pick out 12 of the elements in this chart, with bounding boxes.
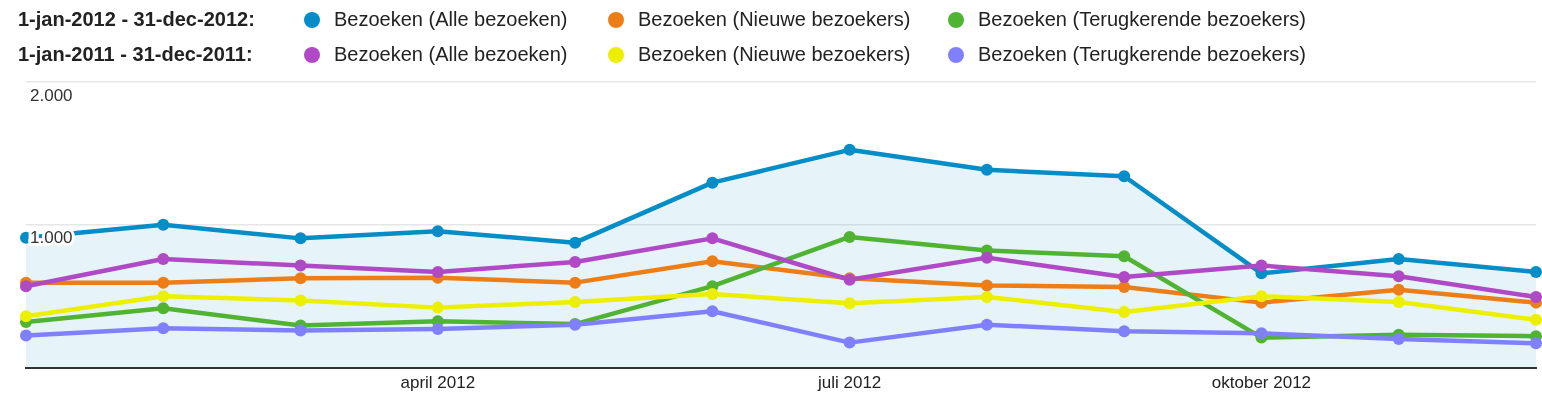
- x-tick-label: april 2012: [400, 373, 476, 393]
- legend-label: Bezoeken (Terugkerende bezoekers): [978, 43, 1306, 66]
- legend-label: Bezoeken (Alle bezoeken): [334, 8, 568, 31]
- text: 1-jan-2011 - 31-dec-2011:: [18, 43, 254, 66]
- legend-label: Bezoeken (Nieuwe bezoekers): [638, 8, 911, 31]
- legend-label: Bezoeken (Alle bezoeken): [334, 43, 568, 66]
- x-tick-label: juli 2012: [816, 373, 882, 393]
- y-tick-label: 2.000: [30, 85, 73, 105]
- legend-label: Bezoeken (Nieuwe bezoekers): [638, 43, 911, 66]
- x-tick-label: oktober 2012: [1211, 373, 1312, 393]
- legend-label: Bezoeken (Terugkerende bezoekers): [978, 8, 1306, 31]
- text: 1-jan-2012 - 31-dec-2012:: [18, 8, 256, 31]
